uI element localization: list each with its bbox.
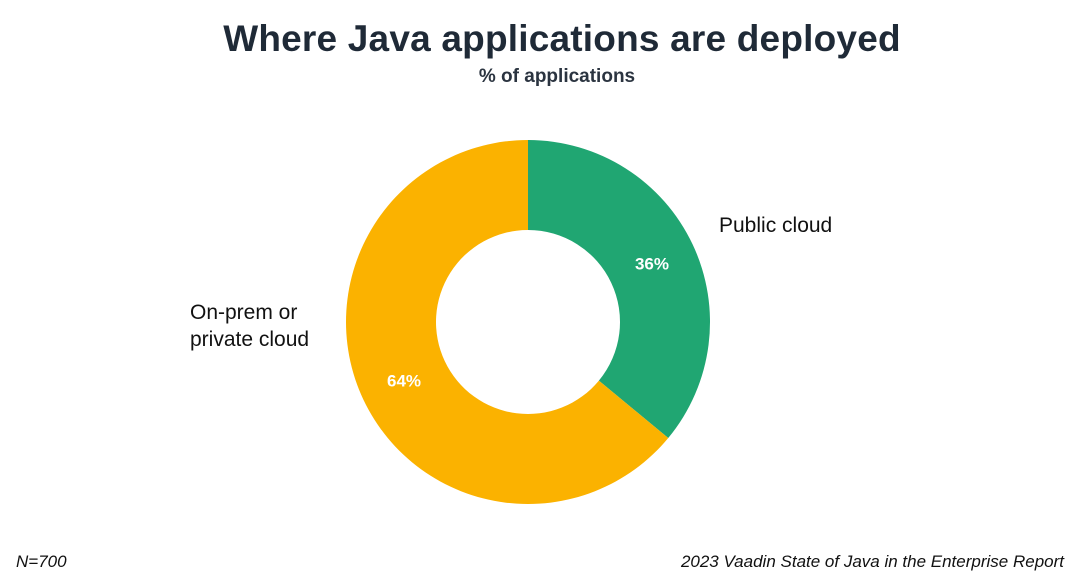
sample-size-note: N=700 [16, 552, 67, 571]
source-note: 2023 Vaadin State of Java in the Enterpr… [680, 552, 1064, 571]
value-label-1: 64% [387, 371, 421, 390]
donut-slices [345, 140, 710, 505]
value-label-0: 36% [635, 255, 669, 274]
category-label-1-line-1: private cloud [190, 328, 309, 351]
chart-subtitle: % of applications [478, 66, 636, 87]
slice-public-cloud [528, 140, 710, 439]
slice-on-prem-or-private-cloud [345, 140, 669, 505]
category-label-1-line-0: On-prem or [190, 301, 297, 324]
chart-title: Where Java applications are deployed [223, 18, 901, 59]
donut-labels: 36% Public cloud 64% On-prem or private clou… [190, 214, 832, 390]
category-label-0-line-0: Public cloud [719, 214, 832, 237]
